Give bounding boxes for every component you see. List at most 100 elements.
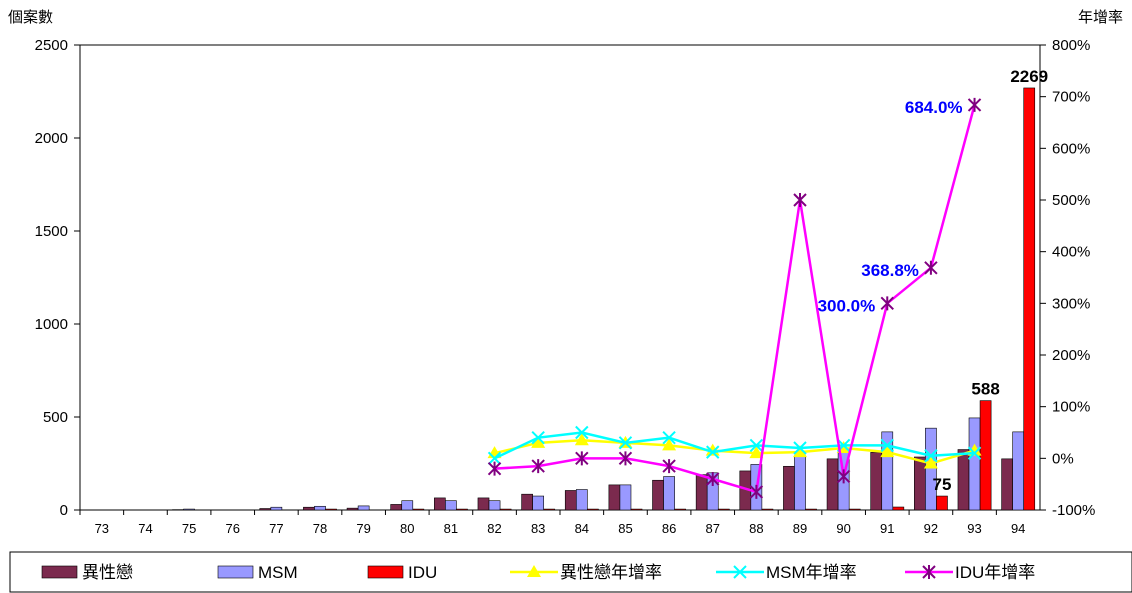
bar: [357, 505, 370, 511]
bar: [390, 504, 403, 511]
legend: 異性戀 MSM IDU 異性戀年增率 MSM年增率 IDU年增率: [41, 563, 1035, 582]
y2-tick-label: 400%: [1052, 244, 1090, 261]
y-tick-label: 1000: [35, 316, 68, 333]
legend-label: IDU年增率: [955, 563, 1035, 582]
triangle-marker: [923, 456, 938, 469]
x-tick-label: 93: [967, 521, 981, 536]
bar: [488, 500, 501, 511]
bar: [1023, 87, 1036, 511]
star-marker: [749, 484, 764, 499]
bar: [892, 506, 905, 511]
bar: [914, 456, 926, 511]
bar: [543, 508, 556, 511]
bar-value-label: 588: [971, 380, 999, 399]
left-axis-label: 個案數: [8, 8, 53, 26]
star-marker: [880, 296, 894, 311]
bar: [717, 508, 730, 511]
x-tick-label: 80: [400, 521, 414, 536]
x-tick-label: 94: [1011, 521, 1025, 536]
bar: [477, 497, 490, 511]
star-marker: [793, 193, 807, 207]
x-marker: [531, 430, 545, 445]
bar: [499, 508, 512, 511]
bar: [968, 417, 981, 511]
bar-value-label: 2269: [1010, 67, 1048, 86]
x-tick-label: 86: [662, 521, 676, 536]
star-marker: [618, 451, 633, 466]
y2-tick-label: 500%: [1052, 192, 1090, 209]
bar: [314, 505, 326, 511]
x-tick-label: 85: [618, 521, 632, 536]
y2-tick-label: 100%: [1052, 399, 1090, 416]
bar: [587, 508, 599, 511]
series-line: [494, 431, 975, 460]
x-marker: [487, 451, 502, 466]
y2-tick-label: 600%: [1052, 140, 1090, 157]
x-marker: [924, 449, 938, 463]
series-line: [494, 104, 976, 494]
legend-label: IDU: [408, 563, 437, 582]
y2-tick-label: 700%: [1052, 89, 1090, 106]
bar: [695, 474, 708, 511]
star-marker: [836, 469, 851, 484]
bar: [619, 484, 632, 511]
lines: [487, 97, 982, 499]
bar: [532, 495, 545, 511]
bar: [925, 427, 937, 511]
bar: [805, 508, 817, 511]
x-tick-label: 83: [531, 521, 545, 536]
bar: [794, 455, 806, 511]
star-marker: [575, 451, 589, 466]
line-value-label: 368.8%: [861, 261, 919, 280]
legend-label: 異性戀: [82, 563, 133, 582]
star-marker: [924, 260, 938, 275]
x-tick-label: 74: [138, 521, 152, 536]
bar: [183, 508, 195, 511]
bar: [303, 506, 315, 511]
y2-tick-label: 800%: [1052, 37, 1090, 54]
triangle-marker: [793, 445, 807, 458]
bar: [270, 506, 283, 511]
y-tick-label: 2000: [35, 130, 68, 147]
bar: [848, 508, 861, 511]
bar: [259, 508, 272, 511]
bar: [401, 500, 414, 511]
bar: [325, 508, 337, 511]
bar: [1001, 458, 1013, 511]
bar: [575, 489, 588, 511]
triangle-marker: [531, 435, 546, 448]
bar: [608, 484, 621, 511]
y-tick-label: 500: [43, 409, 68, 426]
star-marker: [662, 459, 676, 474]
triangle-marker: [880, 445, 895, 458]
x-marker: [575, 425, 589, 440]
bar: [445, 500, 457, 511]
bar: [761, 508, 774, 511]
bar: [881, 431, 894, 511]
x-tick-label: 92: [924, 521, 938, 536]
bar: [456, 508, 468, 511]
x-tick-label: 91: [880, 521, 894, 536]
value-labels: 2269 588 75 684.0% 368.8% 300.0%: [818, 67, 1049, 494]
triangle-marker: [527, 565, 541, 577]
line-value-label: 684.0%: [905, 98, 963, 117]
x-tick-label: 76: [225, 521, 239, 536]
x-tick-label: 88: [749, 521, 763, 536]
x-tick-label: 78: [313, 521, 327, 536]
bar: [1012, 431, 1025, 511]
x-marker: [662, 430, 676, 445]
x-marker: [880, 438, 894, 453]
x-marker: [967, 446, 982, 460]
bar: [936, 495, 948, 511]
star-marker: [922, 565, 936, 579]
x-tick-label: 81: [444, 521, 458, 536]
bar: [521, 493, 533, 511]
bar: [434, 497, 446, 511]
axes: 0 500 1000 1500 2000 2500 -100% 0% 100% 200% 300% 4…: [35, 37, 1096, 536]
bar: [663, 476, 675, 511]
triangle-marker: [662, 438, 677, 451]
y2-tick-label: 200%: [1052, 347, 1090, 364]
x-tick-label: 90: [836, 521, 850, 536]
x-tick-label: 73: [95, 521, 109, 536]
legend-swatch: [41, 565, 78, 579]
